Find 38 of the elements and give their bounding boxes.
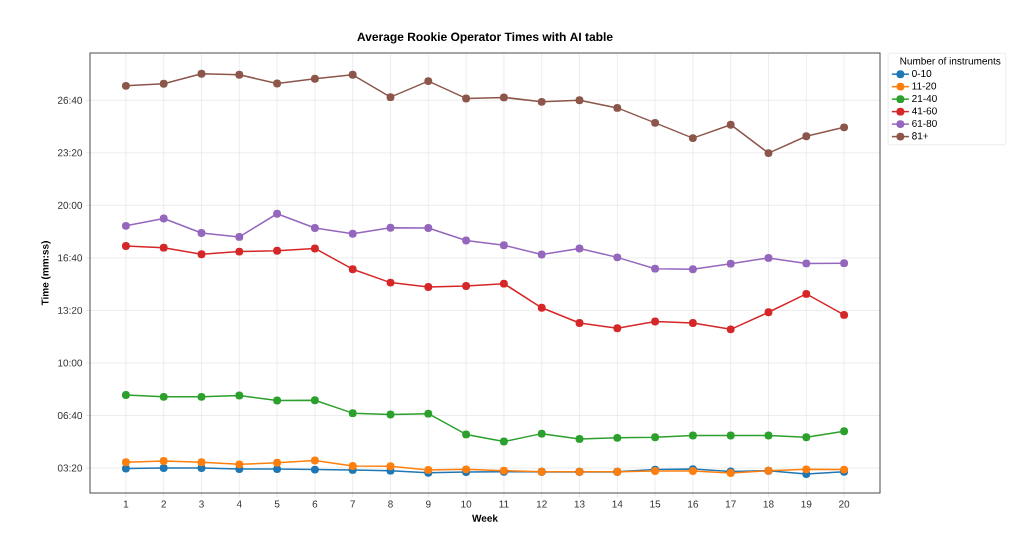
legend-label: 41-60 xyxy=(911,107,937,115)
x-tick-label: 14 xyxy=(612,500,623,508)
x-tick-label: 19 xyxy=(801,500,812,508)
x-tick-label: 10 xyxy=(461,500,472,508)
x-tick-label: 3 xyxy=(199,500,204,508)
x-tick-label: 7 xyxy=(350,500,355,508)
y-tick-label: 10:00 xyxy=(58,359,83,367)
x-tick-label: 8 xyxy=(388,500,393,508)
y-tick-label: 06:40 xyxy=(57,411,83,420)
x-axis-title: Week xyxy=(472,514,498,522)
x-tick-label: 16 xyxy=(688,500,699,508)
x-tick-label: 11 xyxy=(499,500,509,508)
legend-label: 61-80 xyxy=(912,119,937,127)
y-tick-label: 03:20 xyxy=(57,464,83,472)
x-tick-label: 5 xyxy=(274,500,280,508)
x-tick-label: 15 xyxy=(650,500,661,508)
y-tick-label: 16:40 xyxy=(58,254,83,262)
legend-title: Number of instruments xyxy=(900,57,1001,65)
x-tick-label: 9 xyxy=(425,500,431,508)
x-tick-label: 20 xyxy=(839,500,850,508)
legend-label: 0-10 xyxy=(912,69,932,78)
y-axis-title: Time (mm:ss) xyxy=(41,241,51,306)
x-tick-label: 2 xyxy=(161,500,166,508)
chart-title: Average Rookie Operator Times with AI table xyxy=(357,32,613,44)
x-tick-label: 17 xyxy=(725,500,736,508)
x-tick-label: 12 xyxy=(536,500,547,508)
x-tick-label: 13 xyxy=(574,500,585,508)
x-tick-label: 4 xyxy=(236,500,242,508)
y-tick-label: 20:00 xyxy=(57,201,83,209)
y-tick-label: 26:40 xyxy=(57,96,83,104)
y-tick-label: 13:20 xyxy=(58,306,83,314)
x-tick-label: 1 xyxy=(123,500,129,508)
x-tick-label: 6 xyxy=(312,500,318,508)
legend-label: 11-20 xyxy=(912,82,937,90)
legend-label: 81+ xyxy=(912,132,929,140)
x-tick-label: 18 xyxy=(763,500,774,508)
legend-label: 21-40 xyxy=(912,94,937,102)
y-tick-label: 23:20 xyxy=(57,149,83,157)
